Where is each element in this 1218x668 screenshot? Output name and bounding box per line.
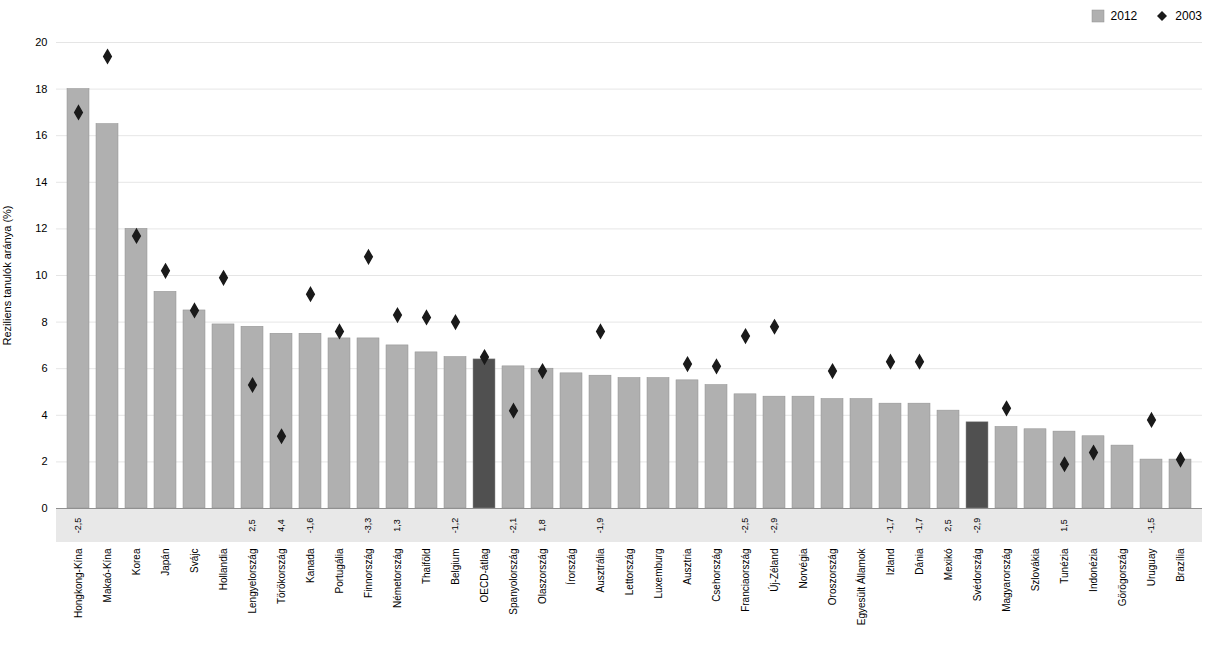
svg-text:-1,7: -1,7: [885, 518, 895, 534]
svg-text:Norvégia: Norvégia: [798, 548, 809, 588]
svg-text:Luxemburg: Luxemburg: [653, 549, 664, 599]
html-text:2003: 2003: [1175, 9, 1202, 23]
svg-text:Uruguay: Uruguay: [1146, 549, 1157, 587]
svg-text:Makaó-Kína: Makaó-Kína: [102, 548, 113, 602]
svg-text:-1,6: -1,6: [305, 518, 315, 534]
svg-text:20: 20: [35, 36, 47, 48]
svg-text:-2,5: -2,5: [73, 518, 83, 534]
svg-text:-2,9: -2,9: [769, 518, 779, 534]
svg-text:10: 10: [35, 269, 47, 281]
svg-text:Spanyolország: Spanyolország: [508, 549, 519, 615]
svg-text:Hollandia: Hollandia: [218, 548, 229, 590]
svg-text:Thaiföld: Thaiföld: [421, 549, 432, 585]
svg-text:Belgium: Belgium: [450, 549, 461, 585]
svg-text:1,8: 1,8: [537, 519, 547, 532]
svg-text:Csehország: Csehország: [711, 549, 722, 602]
svg-text:-3,3: -3,3: [363, 518, 373, 534]
svg-text:2,5: 2,5: [247, 519, 257, 532]
svg-text:1,5: 1,5: [1059, 519, 1069, 532]
svg-text:Tunézia: Tunézia: [1059, 548, 1070, 584]
svg-text:Dánia: Dánia: [914, 548, 925, 575]
svg-text:Szlovákia: Szlovákia: [1030, 548, 1041, 591]
svg-text:4: 4: [41, 409, 47, 421]
svg-text:Lengyelország: Lengyelország: [247, 549, 258, 614]
svg-text:0: 0: [41, 502, 47, 514]
svg-text:-2,5: -2,5: [740, 518, 750, 534]
svg-text:Magyarország: Magyarország: [1001, 549, 1012, 612]
svg-text:Törökország: Törökország: [276, 549, 287, 605]
svg-text:Olaszország: Olaszország: [537, 549, 548, 605]
svg-text:Ausztria: Ausztria: [682, 548, 693, 585]
svg-text:Brazília: Brazília: [1175, 548, 1186, 582]
svg-text:Franciaország: Franciaország: [740, 549, 751, 612]
svg-text:Lettország: Lettország: [624, 549, 635, 596]
svg-text:-2,1: -2,1: [508, 518, 518, 534]
svg-text:6: 6: [41, 362, 47, 374]
svg-text:Indonézia: Indonézia: [1088, 548, 1099, 592]
svg-text:Mexikó: Mexikó: [943, 548, 954, 580]
svg-text:16: 16: [35, 129, 47, 141]
svg-text:Korea: Korea: [131, 548, 142, 575]
svg-text:Svédország: Svédország: [972, 549, 983, 602]
svg-text:8: 8: [41, 316, 47, 328]
svg-text:Svájc: Svájc: [189, 549, 200, 573]
svg-text:-1,9: -1,9: [595, 518, 605, 534]
svg-text:4,4: 4,4: [276, 519, 286, 532]
svg-text:Hongkong-Kína: Hongkong-Kína: [73, 548, 84, 618]
svg-text:Egyesült Államok: Egyesült Államok: [855, 548, 867, 626]
svg-text:-1,5: -1,5: [1146, 518, 1156, 534]
svg-text:OECD-átlag: OECD-átlag: [479, 549, 490, 603]
svg-text:Görögország: Görögország: [1117, 549, 1128, 607]
svg-text:2: 2: [41, 455, 47, 467]
svg-text:Németország: Németország: [392, 549, 403, 608]
svg-text:18: 18: [35, 83, 47, 95]
svg-text:Finnország: Finnország: [363, 549, 374, 598]
svg-text:Ausztrália: Ausztrália: [595, 548, 606, 592]
svg-text:-2,9: -2,9: [972, 518, 982, 534]
svg-text:1,3: 1,3: [392, 519, 402, 532]
svg-text:2,5: 2,5: [943, 519, 953, 532]
svg-text:-1,7: -1,7: [914, 518, 924, 534]
svg-text:Izland: Izland: [885, 549, 896, 576]
html-text:2012: 2012: [1110, 9, 1138, 23]
svg-text:Portugália: Portugália: [334, 548, 345, 593]
svg-text:Japán: Japán: [160, 549, 171, 576]
svg-text:Kanada: Kanada: [305, 548, 316, 583]
svg-text:Oroszország: Oroszország: [827, 549, 838, 606]
svg-text:12: 12: [35, 222, 47, 234]
svg-text:Reziliens tanulók aránya (%): Reziliens tanulók aránya (%): [1, 205, 13, 345]
svg-text:Új-Zéland: Új-Zéland: [768, 549, 780, 592]
svg-text:Írország: Írország: [565, 549, 577, 585]
svg-text:-1,2: -1,2: [450, 518, 460, 534]
svg-text:14: 14: [35, 176, 47, 188]
